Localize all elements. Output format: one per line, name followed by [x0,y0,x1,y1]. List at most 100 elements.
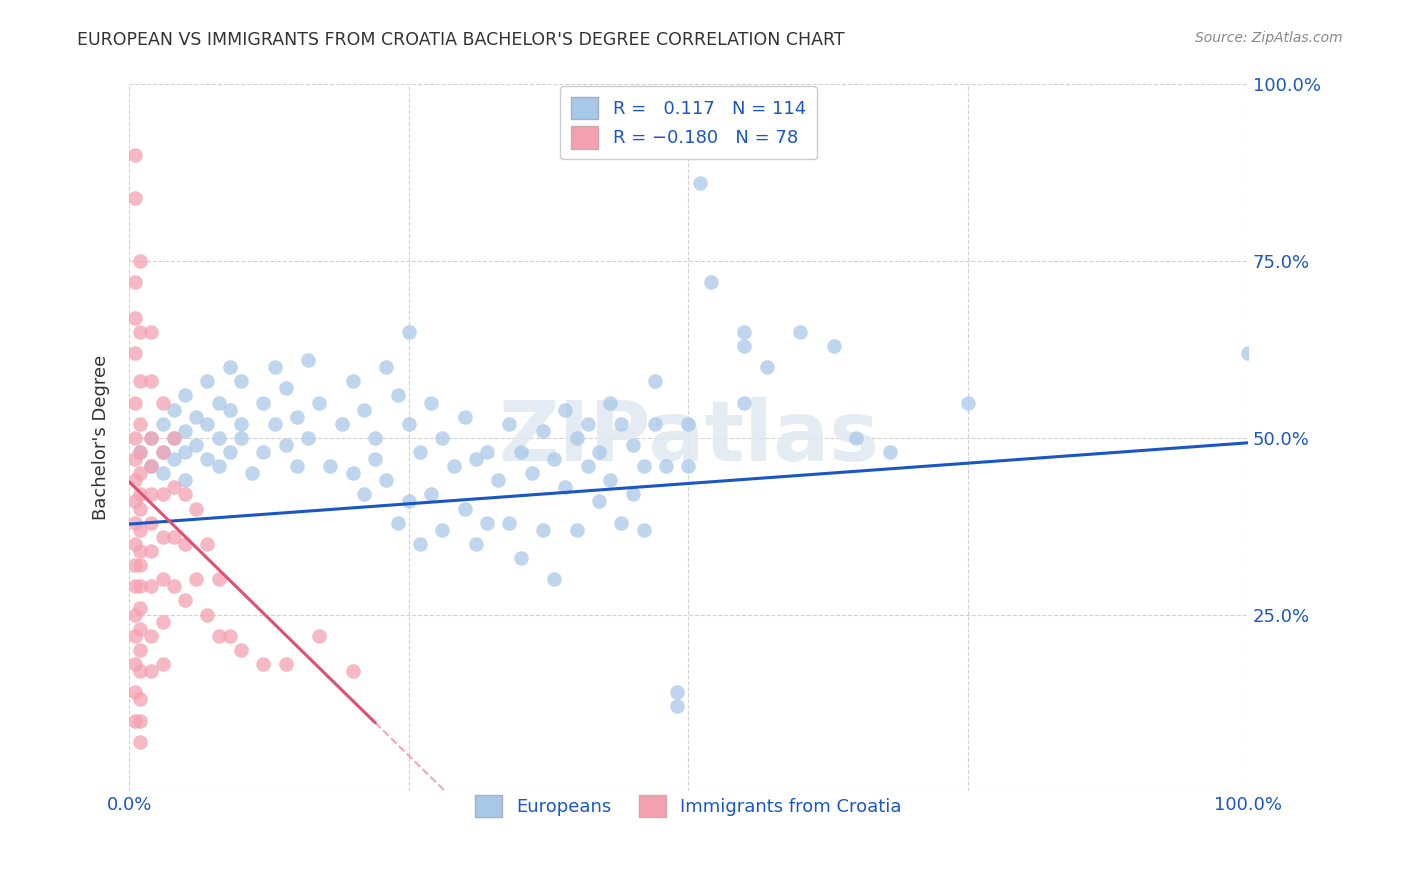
Point [240,467,263,481]
Point [141,544,163,558]
Point [163,402,186,417]
Point [599,473,621,487]
Point [554,402,576,417]
Point [163,431,186,445]
Point [845,431,868,445]
Point [509,551,531,566]
Point [554,480,576,494]
Point [274,438,297,452]
Point [498,417,520,431]
Point [375,360,398,375]
Point [509,445,531,459]
Point [823,339,845,353]
Point [186,501,208,516]
Point [543,452,565,467]
Point [308,629,330,643]
Point [124,657,146,671]
Point [124,537,146,551]
Point [207,629,229,643]
Point [207,572,229,586]
Point [789,325,811,339]
Point [218,445,240,459]
Point [274,381,297,395]
Point [443,459,465,474]
Point [342,664,364,678]
Point [689,177,711,191]
Y-axis label: Bachelor's Degree: Bachelor's Degree [93,355,110,521]
Point [218,402,240,417]
Point [229,431,252,445]
Point [141,431,163,445]
Point [124,395,146,409]
Point [129,664,152,678]
Point [174,537,197,551]
Point [174,388,197,402]
Point [1237,346,1260,360]
Point [879,445,901,459]
Point [666,685,689,699]
Point [229,417,252,431]
Point [207,459,229,474]
Point [398,417,420,431]
Point [486,473,509,487]
Point [197,607,219,622]
Point [621,487,644,501]
Point [454,501,477,516]
Point [197,537,219,551]
Point [186,409,208,424]
Point [129,714,152,728]
Point [218,629,240,643]
Point [152,467,174,481]
Point [129,445,152,459]
Point [124,452,146,467]
Point [565,431,588,445]
Point [520,467,543,481]
Point [263,417,285,431]
Point [141,374,163,388]
Point [285,459,308,474]
Point [398,494,420,508]
Point [141,459,163,474]
Point [129,558,152,573]
Point [610,417,633,431]
Point [174,424,197,438]
Point [621,438,644,452]
Point [129,445,152,459]
Point [475,516,498,530]
Point [755,360,778,375]
Point [124,148,146,162]
Point [141,664,163,678]
Point [163,452,186,467]
Point [700,276,723,290]
Point [124,579,146,593]
Point [644,417,666,431]
Point [409,445,432,459]
Text: EUROPEAN VS IMMIGRANTS FROM CROATIA BACHELOR'S DEGREE CORRELATION CHART: EUROPEAN VS IMMIGRANTS FROM CROATIA BACH… [77,31,845,49]
Point [308,395,330,409]
Point [124,190,146,204]
Point [375,473,398,487]
Point [197,452,219,467]
Point [124,516,146,530]
Point [576,459,599,474]
Point [330,417,353,431]
Point [678,459,700,474]
Point [124,685,146,699]
Point [186,438,208,452]
Point [252,395,274,409]
Point [342,467,364,481]
Point [186,572,208,586]
Point [565,523,588,537]
Point [124,558,146,573]
Point [285,409,308,424]
Point [274,657,297,671]
Point [197,374,219,388]
Point [297,431,319,445]
Point [124,431,146,445]
Point [141,431,163,445]
Point [588,494,610,508]
Point [197,417,219,431]
Point [129,600,152,615]
Point [218,360,240,375]
Point [297,353,319,368]
